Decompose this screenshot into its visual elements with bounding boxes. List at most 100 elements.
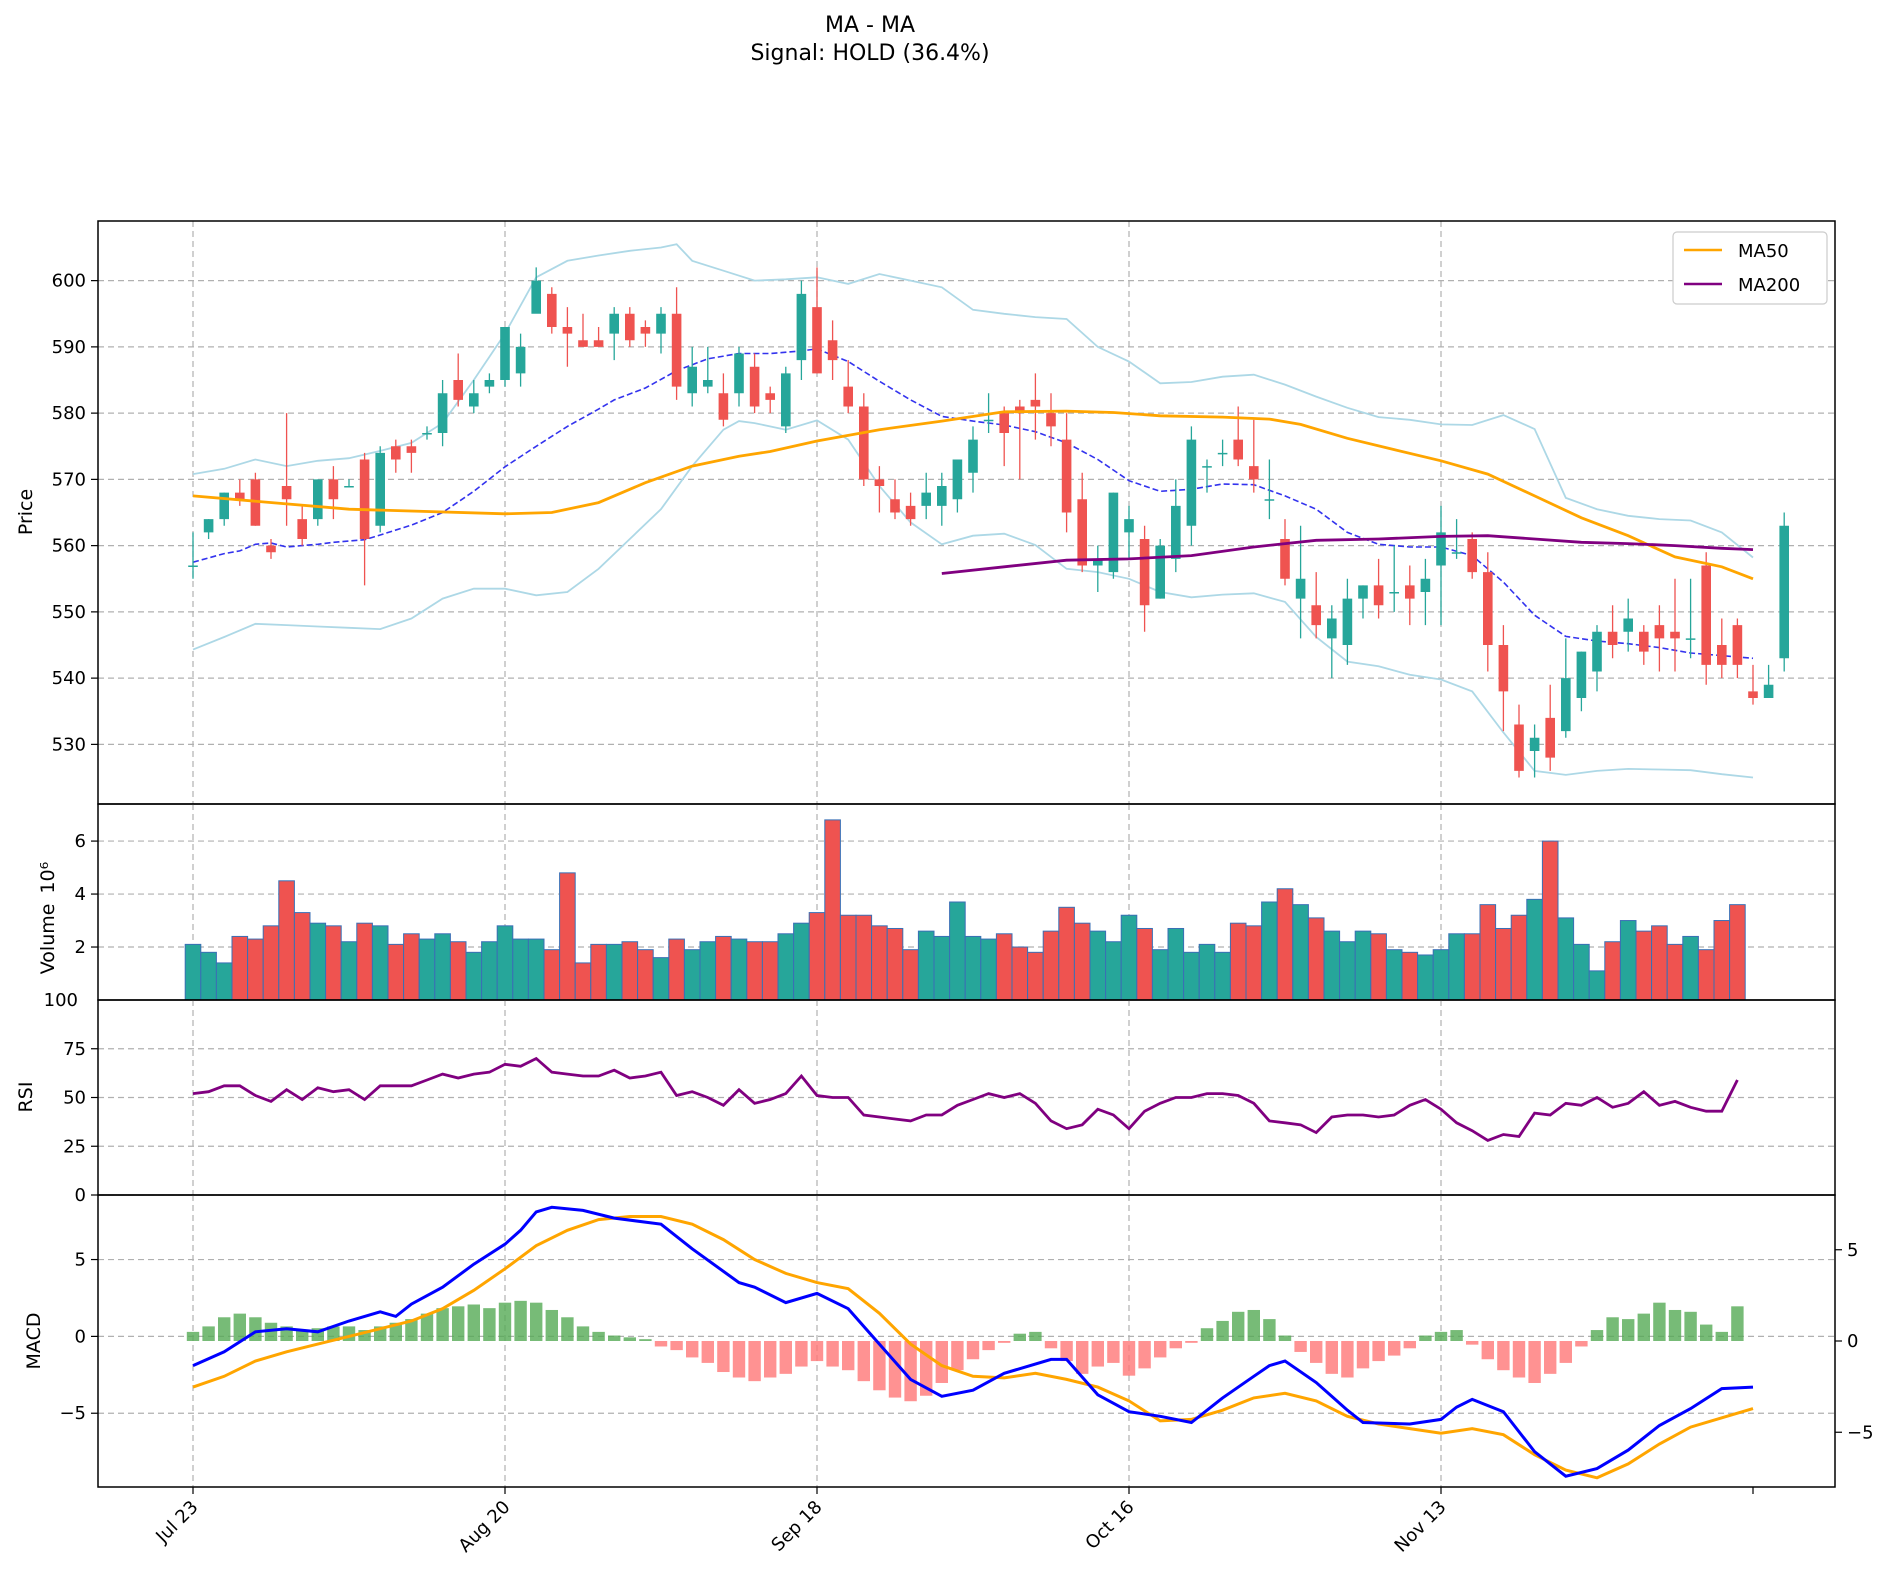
candle-body [391, 446, 401, 460]
volume-bar [1167, 927, 1185, 1001]
volume-bar [247, 938, 264, 1001]
ma200-line [941, 534, 1754, 575]
x-tick-label: Nov 13 [1391, 1497, 1451, 1557]
volume-bar [449, 941, 467, 1001]
macd-histogram-bar [1232, 1311, 1245, 1341]
volume-bar [1729, 904, 1746, 1001]
candle-body [1373, 585, 1384, 606]
volume-bar [1479, 904, 1497, 1001]
candle-body [905, 505, 916, 520]
volume-bar [1385, 949, 1403, 1001]
macd-histogram-tick-label: 5 [1847, 1240, 1858, 1261]
volume-bar [949, 901, 966, 1001]
volume-bar [902, 949, 919, 1001]
price-tick-label: 540 [52, 668, 86, 689]
volume-bar [200, 951, 217, 1001]
volume-bar [1557, 917, 1575, 1001]
candle-body [859, 406, 869, 480]
candle-body [937, 486, 947, 506]
macd-line [192, 1205, 1754, 1478]
candle-body [1280, 539, 1290, 579]
volume-bar [730, 938, 748, 1001]
macd-histogram-bar [1154, 1341, 1167, 1358]
macd-histogram-bar [1481, 1341, 1494, 1360]
macd-histogram-bar [888, 1341, 902, 1398]
volume-bar [215, 962, 233, 1001]
candle-body [1342, 598, 1353, 645]
volume-bar [980, 938, 997, 1001]
macd-histogram-bar [670, 1341, 683, 1351]
volume-bar [668, 938, 685, 1001]
volume-bar [1635, 930, 1653, 1001]
volume-bar [418, 938, 436, 1001]
macd-histogram-bar [1356, 1341, 1370, 1369]
rsi-line [192, 1056, 1739, 1142]
macd-histogram-bar [202, 1326, 215, 1341]
macd-histogram-bar [810, 1341, 824, 1362]
volume-bar [481, 941, 498, 1001]
volume-bar [1588, 970, 1606, 1001]
macd-histogram-bar [1029, 1331, 1042, 1341]
candle-body [1030, 399, 1041, 407]
volume-bar [1541, 840, 1559, 1001]
volume-bar [1713, 920, 1731, 1001]
candle-body [1701, 565, 1711, 665]
candle-body [625, 313, 635, 341]
candle-body [1405, 585, 1415, 599]
candle-body [1233, 439, 1243, 460]
macd-tick-label: 0 [75, 1326, 86, 1347]
candle-body [703, 380, 713, 387]
candle-body [547, 293, 557, 327]
macd-histogram-bar [218, 1317, 231, 1341]
rsi-tick-label: 50 [63, 1088, 86, 1109]
volume-bar [715, 935, 732, 1001]
candle-body [1015, 406, 1025, 414]
volume-bar [1432, 949, 1450, 1001]
volume-bar [964, 935, 982, 1001]
volume-bar [1619, 920, 1637, 1001]
candle-body [1420, 578, 1431, 592]
macd-histogram-bar [904, 1341, 917, 1402]
macd-histogram-bar [327, 1326, 340, 1341]
macd-histogram-bar [608, 1335, 621, 1341]
volume-ylabel: Volume 10⁶ [37, 862, 59, 974]
volume-tick-label: 2 [75, 937, 86, 958]
volume-bar [1510, 914, 1528, 1001]
candle-body [1639, 631, 1649, 652]
candle-body [796, 293, 807, 361]
candle-body [1264, 499, 1275, 501]
volume-bar [824, 819, 841, 1001]
volume-bar [761, 941, 779, 1001]
macd-ylabel: MACD [23, 1313, 45, 1370]
candle-body [469, 393, 479, 407]
macd-tick-label: 5 [75, 1250, 86, 1271]
candle-body [734, 353, 744, 394]
macd-histogram-bar [1466, 1341, 1479, 1345]
price-tick-label: 570 [52, 469, 86, 490]
candle-body [1779, 525, 1789, 659]
macd-histogram-bar [1512, 1341, 1526, 1378]
macd-histogram-bar [1076, 1341, 1089, 1374]
candle-body [313, 479, 323, 520]
candle-body [1217, 452, 1228, 455]
volume-bar [434, 933, 451, 1001]
candle-body [1623, 618, 1633, 632]
macd-histogram-bar [1278, 1335, 1292, 1341]
candle-body [500, 327, 510, 380]
macd-histogram-bar [795, 1341, 808, 1367]
macd-histogram-bar [639, 1339, 652, 1341]
volume-bar [1666, 943, 1684, 1001]
macd-histogram-bar [1622, 1319, 1635, 1341]
candle-body [1654, 625, 1665, 639]
macd-histogram-bar [405, 1319, 418, 1341]
macd-histogram-bar [467, 1304, 480, 1341]
macd-histogram-bar [1653, 1302, 1666, 1341]
candle-body [983, 419, 994, 422]
price-ylabel: Price [15, 489, 37, 535]
candle-body [749, 366, 760, 407]
volume-bar [262, 925, 280, 1001]
candle-body [1607, 631, 1618, 645]
candle-body [1685, 638, 1696, 640]
price-panel: 530 540 550 560 570 580 590 600 Price MA50 MA20… [15, 220, 1836, 805]
candle-body [952, 459, 963, 500]
